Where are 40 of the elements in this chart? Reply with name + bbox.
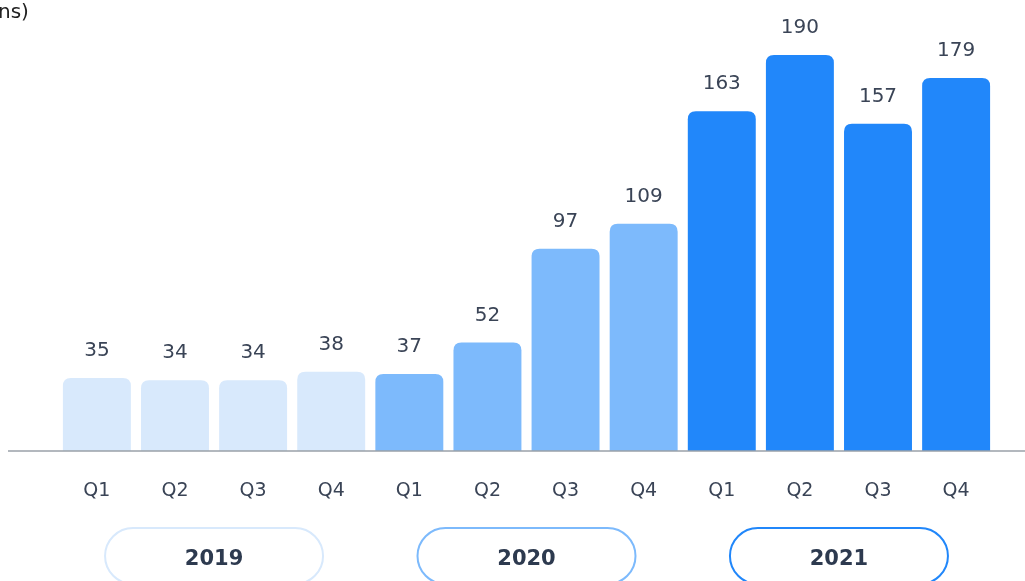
x-tick-label: Q4 — [317, 478, 345, 501]
x-tick-label: Q2 — [786, 478, 814, 501]
text: 2020 — [497, 546, 556, 570]
bar — [765, 55, 834, 451]
bar — [609, 223, 678, 451]
bar — [922, 77, 991, 451]
bar — [141, 380, 209, 451]
data-label: 34 — [162, 339, 188, 364]
data-label: 157 — [858, 82, 898, 107]
data-label: 109 — [624, 182, 663, 207]
data-label: 190 — [780, 14, 819, 38]
x-tick-label: Q4 — [630, 478, 658, 501]
bar — [219, 380, 288, 451]
bar — [375, 373, 444, 451]
data-label: 37 — [396, 332, 423, 357]
data-label: 34 — [240, 339, 266, 364]
x-tick-label: Q1 — [708, 478, 736, 501]
bar — [844, 123, 912, 451]
x-tick-label: Q1 — [395, 478, 423, 501]
data-label: 179 — [937, 36, 976, 61]
chart-title: ns) — [0, 0, 29, 23]
x-tick-label: Q2 — [161, 478, 189, 501]
x-tick-label: Q3 — [239, 478, 267, 501]
data-label: 35 — [84, 337, 110, 362]
x-tick-label: Q3 — [864, 478, 892, 501]
bar — [453, 342, 522, 451]
x-tick-label: Q1 — [83, 478, 111, 501]
data-label: 52 — [474, 301, 501, 326]
data-label: 163 — [702, 70, 741, 95]
bar — [62, 378, 131, 451]
bar — [687, 111, 756, 451]
bar — [531, 248, 600, 451]
data-label: 38 — [318, 330, 344, 355]
data-label: 97 — [552, 207, 579, 232]
x-tick-label: Q2 — [473, 478, 501, 501]
x-tick-label: Q4 — [942, 478, 970, 501]
text: 2021 — [809, 546, 869, 570]
x-tick-label: Q3 — [552, 478, 580, 501]
bar — [297, 371, 366, 451]
text: 2019 — [184, 546, 244, 570]
